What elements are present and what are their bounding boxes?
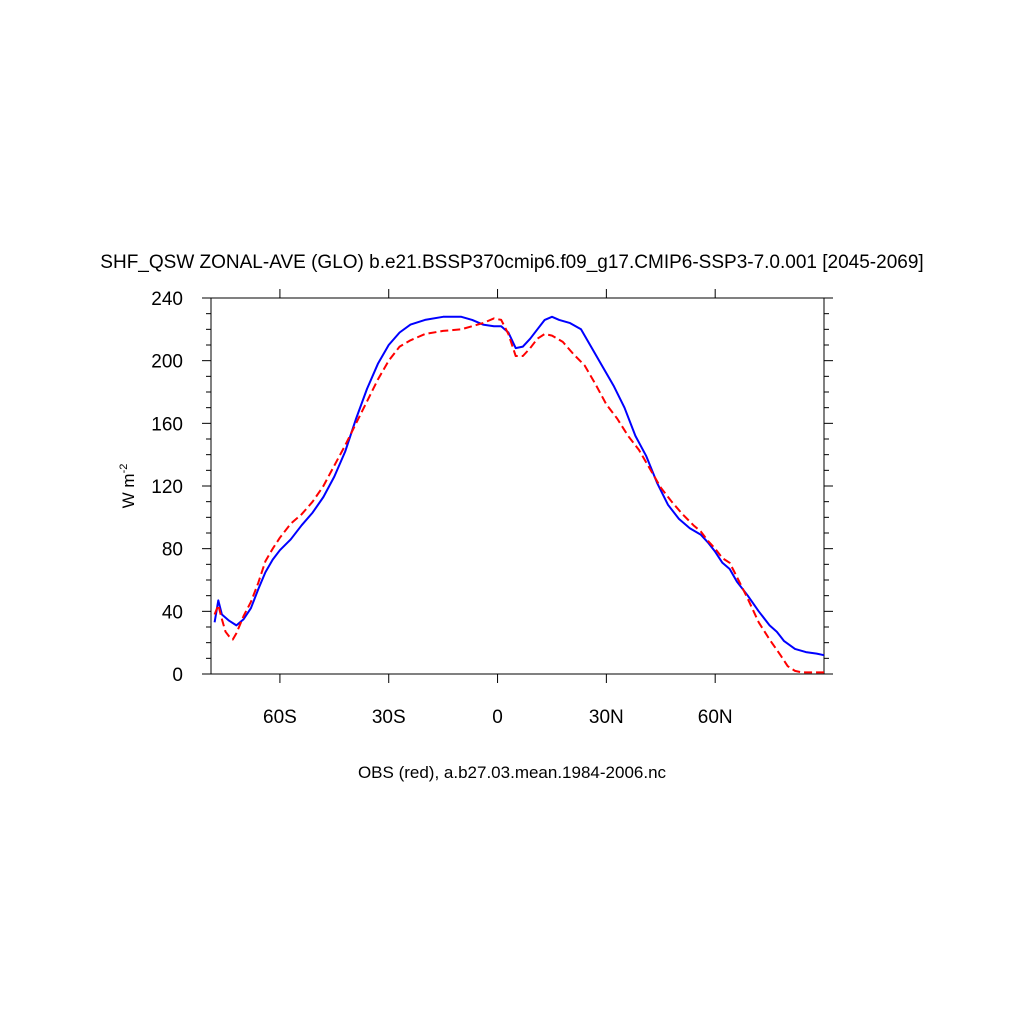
- y-tick-label: 160: [151, 414, 183, 435]
- y-axis-title: W m-2: [118, 464, 138, 509]
- y-tick-label: 240: [151, 289, 183, 310]
- y-tick-label: 80: [162, 540, 183, 561]
- y-axis-title-superscript: -2: [118, 464, 130, 474]
- series-lines: [213, 315, 825, 674]
- x-axis-title: OBS (red), a.b27.03.mean.1984-2006.nc: [358, 763, 667, 782]
- model-series-line: [213, 315, 825, 657]
- axis-ticks: [202, 289, 833, 683]
- y-tick-label: 0: [172, 665, 183, 686]
- x-tick-label: 30N: [589, 707, 624, 728]
- x-tick-label: 60N: [698, 707, 733, 728]
- tick-labels: 0 40 80 120 160 200 240 60S 30S 0 30N 60N: [151, 289, 732, 728]
- chart-title: SHF_QSW ZONAL-AVE (GLO) b.e21.BSSP370cmi…: [100, 252, 923, 273]
- x-tick-label: 60S: [263, 707, 297, 728]
- x-tick-label: 0: [492, 707, 503, 728]
- y-tick-label: 120: [151, 477, 183, 498]
- obs-series-line: [213, 317, 824, 674]
- plot-frame: [210, 297, 825, 675]
- y-tick-label: 40: [162, 602, 183, 623]
- y-axis-title-text: W m: [119, 473, 138, 508]
- y-tick-label: 200: [151, 352, 183, 373]
- plot-area: 0 40 80 120 160 200 240 60S 30S 0 30N 60N: [151, 289, 833, 728]
- x-tick-label: 30S: [372, 707, 406, 728]
